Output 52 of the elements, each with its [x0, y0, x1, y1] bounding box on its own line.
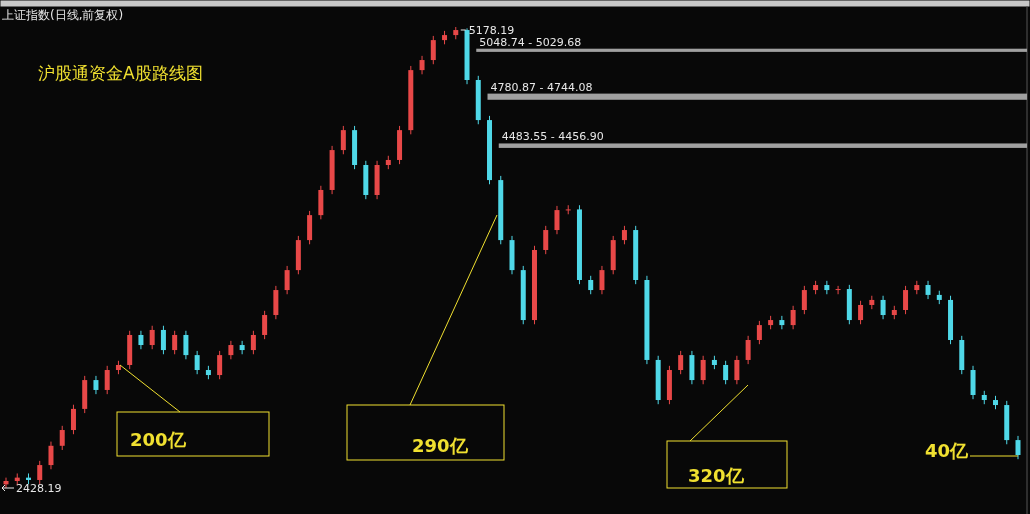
- candlestick: [554, 205, 560, 235]
- candlestick: [756, 320, 762, 345]
- candlestick: [59, 425, 65, 451]
- candlestick: [172, 330, 178, 355]
- candlestick: [149, 325, 155, 350]
- candlestick: [779, 315, 785, 330]
- candlestick: [621, 225, 627, 245]
- candlestick: [419, 55, 425, 75]
- candlestick: [340, 125, 346, 155]
- candlestick: [903, 285, 909, 315]
- text: 沪股通资金A股路线图: [38, 63, 203, 83]
- annotation: 290亿: [412, 435, 469, 456]
- candlestick: [48, 441, 54, 470]
- candlestick: [194, 350, 200, 375]
- chart-title: 上证指数(日线,前复权): [2, 8, 124, 22]
- annotation: 200亿: [130, 429, 187, 450]
- annotation: 40亿: [925, 440, 970, 461]
- candlestick: [925, 280, 931, 300]
- candlestick: [104, 365, 110, 395]
- candlestick: [858, 300, 864, 325]
- candlestick: [239, 340, 245, 355]
- candlestick: [37, 460, 43, 485]
- candlestick: [835, 285, 841, 295]
- candlestick: [1015, 435, 1021, 460]
- candlestick: [250, 330, 256, 355]
- band-label: 4780.87 - 4744.08: [490, 80, 593, 94]
- band-label: 4483.55 - 4456.90: [501, 130, 604, 144]
- candlestick: [543, 225, 549, 255]
- candlestick: [262, 310, 268, 340]
- candlestick: [734, 355, 740, 385]
- annotation: 320亿: [688, 465, 745, 486]
- candlestick: [183, 330, 189, 360]
- candlestick: [678, 350, 684, 375]
- annotation: 2428.19: [16, 482, 62, 495]
- candlestick: [801, 285, 807, 315]
- candlestick: [588, 275, 594, 295]
- candlestick: [284, 265, 290, 295]
- candlestick: [430, 35, 436, 65]
- candlestick: [599, 265, 605, 295]
- candlestick: [160, 325, 166, 355]
- candlestick: [217, 350, 223, 380]
- band-label: 5048.74 - 5029.68: [479, 35, 582, 49]
- candlestick: [70, 404, 76, 435]
- candlestick: [745, 335, 751, 365]
- annotation: 5178.19: [468, 24, 515, 37]
- candlestick: [723, 360, 729, 385]
- candlestick: [93, 375, 99, 395]
- candlestick: [228, 340, 234, 360]
- candlestick: [790, 305, 796, 330]
- candlestick: [700, 355, 706, 385]
- candlestick: [138, 330, 144, 350]
- candlestick: [880, 295, 886, 320]
